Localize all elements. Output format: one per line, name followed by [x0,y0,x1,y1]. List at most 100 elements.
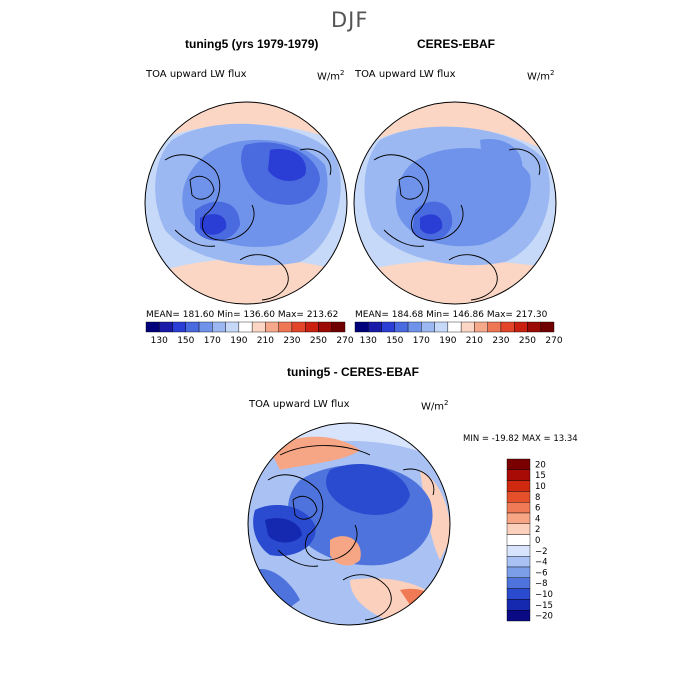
panel2-map [354,102,556,304]
panel3-map-border [247,422,451,626]
colorbar-absolute-1-swatch [212,321,226,333]
colorbar-absolute-1-swatch [238,321,253,333]
colorbar-absolute-1-swatch [145,321,160,333]
season-title: DJF [331,8,369,32]
colorbar-difference-swatch [506,480,531,492]
panel3-units: W/m2 [421,399,448,412]
colorbar-absolute-2-tick-label: 150 [386,336,403,346]
colorbar-difference-tick-label: 0 [535,536,540,546]
colorbar-absolute-1-tick-label: 170 [204,336,221,346]
panel2-title: CERES-EBAF [417,37,496,51]
colorbar-difference-tick-label: 20 [535,460,546,470]
colorbar-absolute-2-swatch [540,321,555,333]
colorbar-absolute-2-swatch [514,321,528,333]
colorbar-absolute-1-swatch [265,321,279,333]
colorbar-difference-swatch [506,502,531,514]
colorbar-absolute-2-swatch [487,321,502,333]
colorbar-absolute-1-tick-label: 130 [151,336,168,346]
colorbar-difference-tick-label: −4 [535,558,548,568]
panel2-map-border [353,101,557,305]
panel3-stats: MIN = -19.82 MAX = 13.34 [463,434,578,444]
colorbar-absolute-1-swatch [251,321,266,333]
colorbar-absolute-1-swatch [185,321,200,333]
colorbar-difference-swatch [506,566,531,579]
colorbar-absolute-2-swatch [421,321,435,333]
colorbar-difference-tick-label: 2 [535,525,540,535]
colorbar-difference-tick-label: 15 [535,471,546,481]
panel1-units-exp: 2 [340,69,345,77]
colorbar-absolute-2-tick-label: 270 [545,336,562,346]
colorbar-difference-swatch [506,469,531,481]
colorbar-difference-swatch [506,512,531,525]
colorbar-difference-swatch [506,534,531,546]
colorbar-difference-swatch [506,610,531,622]
colorbar-difference-swatch [506,523,531,535]
panel1-map [145,102,347,304]
colorbar-absolute-1-swatch [159,321,173,333]
colorbar-difference-tick-label: 6 [535,504,540,514]
colorbar-difference-swatch [506,458,531,471]
colorbar-absolute-2-swatch [460,321,475,333]
panel2-units: W/m2 [527,69,554,82]
panel1-map-border [144,101,348,305]
colorbar-absolute-2-swatch [368,321,382,333]
panel1-units-base: W/m [317,71,340,83]
colorbar-absolute-1-tick-label: 230 [283,336,300,346]
colorbar-absolute: 130 150 170 190 210 230 250 270 130 150 170 190 210 2… [145,321,563,346]
panel2-field-label: TOA upward LW flux [355,69,456,80]
colorbar-difference-tick-label: −6 [535,568,548,578]
colorbar-absolute-1-tick-label: 210 [257,336,274,346]
colorbar-absolute-1-swatch [278,321,293,333]
colorbar-absolute-1-swatch [318,321,332,333]
colorbar-absolute-1-swatch [291,321,306,333]
colorbar-absolute-1-tick-label: 150 [177,336,194,346]
panel2-units-exp: 2 [550,69,555,77]
colorbar-absolute-1-swatch [172,321,187,333]
colorbar-difference-tick-label: 10 [535,482,546,492]
colorbar-difference-tick-label: −20 [535,612,553,622]
colorbar-absolute-1-swatch [198,321,213,333]
colorbar-difference-swatch [506,545,531,557]
colorbar-difference-swatch [506,599,531,611]
colorbar-absolute-1-swatch [225,321,240,333]
colorbar-difference-tick-label: −10 [535,590,553,600]
colorbar-absolute-1-tick-label: 270 [336,336,353,346]
panel3-field-label: TOA upward LW flux [249,399,350,410]
colorbar-absolute-2-swatch [354,321,369,333]
colorbar-difference-tick-label: 8 [535,493,540,503]
colorbar-absolute-1-tick-label: 250 [310,336,327,346]
colorbar-absolute-2-swatch [394,321,409,333]
colorbar-difference-swatch [506,588,531,600]
panel3-units-exp: 2 [444,399,449,407]
panel2-units-base: W/m [527,71,550,83]
panel1-title: tuning5 (yrs 1979-1979) [185,37,319,51]
colorbar-absolute-1-swatch [305,321,319,333]
panel2-stats: MEAN= 184.68 Min= 146.86 Max= 217.30 [355,310,548,320]
colorbar-absolute-2-tick-label: 190 [439,336,456,346]
colorbar-absolute-2-tick-label: 210 [466,336,483,346]
colorbar-difference-swatch [506,577,531,589]
panel3-map [248,423,450,625]
colorbar-absolute-2-swatch [407,321,422,333]
panel1-field-label: TOA upward LW flux [146,69,247,80]
colorbar-difference-tick-label: 4 [535,514,540,524]
panel1-stats: MEAN= 181.60 Min= 136.60 Max= 213.62 [146,310,339,320]
colorbar-absolute-1-swatch [331,321,346,333]
colorbar-difference-tick-label: −8 [535,579,548,589]
colorbar-absolute-1-tick-label: 190 [230,336,247,346]
panel3-title: tuning5 - CERES-EBAF [287,365,419,379]
panel3-units-base: W/m [421,401,444,413]
colorbar-absolute-2-swatch [500,321,515,333]
colorbar-absolute-2-tick-label: 130 [360,336,377,346]
colorbar-absolute-2-swatch [474,321,488,333]
colorbar-absolute-2-swatch [434,321,449,333]
colorbar-difference-tick-label: −15 [535,601,553,611]
colorbar-absolute-2-tick-label: 250 [519,336,536,346]
colorbar-absolute-2-tick-label: 230 [492,336,509,346]
panel3-coastlines [267,445,435,621]
colorbar-difference-swatch [506,556,531,568]
panel1-units: W/m2 [317,69,344,82]
colorbar-absolute-2-tick-label: 170 [413,336,430,346]
